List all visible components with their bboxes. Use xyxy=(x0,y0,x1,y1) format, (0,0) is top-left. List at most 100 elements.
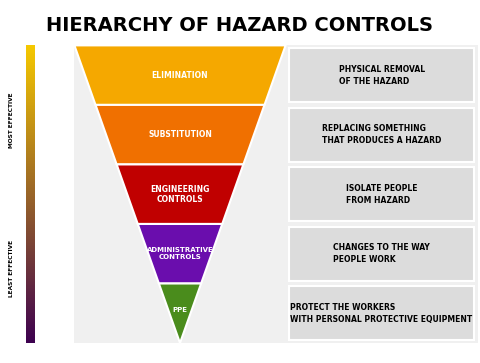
Text: ADMINISTRATIVE
CONTROLS: ADMINISTRATIVE CONTROLS xyxy=(146,247,214,260)
Bar xyxy=(26,90,35,91)
Bar xyxy=(26,50,35,51)
Bar xyxy=(26,297,35,298)
Bar xyxy=(26,108,35,109)
Bar xyxy=(26,248,35,249)
Bar xyxy=(26,166,35,167)
Bar xyxy=(26,144,35,145)
Bar xyxy=(26,121,35,123)
Bar xyxy=(26,263,35,264)
Bar xyxy=(26,285,35,286)
Bar xyxy=(26,286,35,288)
Bar xyxy=(26,94,35,96)
Bar xyxy=(26,111,35,113)
Bar xyxy=(26,221,35,223)
Bar xyxy=(26,223,35,224)
Bar xyxy=(289,227,474,281)
Bar xyxy=(26,154,35,155)
Bar xyxy=(26,203,35,205)
Bar xyxy=(26,69,35,71)
Bar xyxy=(26,273,35,274)
Bar xyxy=(26,114,35,115)
Bar xyxy=(26,281,35,282)
Bar xyxy=(26,202,35,203)
Bar xyxy=(26,264,35,266)
Bar xyxy=(26,191,35,193)
Bar xyxy=(26,129,35,130)
Bar xyxy=(26,230,35,232)
Bar xyxy=(26,185,35,187)
Bar xyxy=(26,270,35,272)
Bar xyxy=(74,45,478,343)
Bar xyxy=(26,48,35,50)
Bar xyxy=(26,205,35,206)
Bar xyxy=(26,228,35,230)
Bar xyxy=(26,237,35,239)
Bar xyxy=(26,224,35,225)
Bar xyxy=(26,266,35,267)
Bar xyxy=(26,162,35,163)
Bar xyxy=(26,150,35,151)
Bar xyxy=(26,279,35,281)
Bar xyxy=(26,293,35,294)
Text: REPLACING SOMETHING
THAT PRODUCES A HAZARD: REPLACING SOMETHING THAT PRODUCES A HAZA… xyxy=(322,124,441,145)
Bar xyxy=(26,339,35,340)
Bar xyxy=(26,303,35,304)
Bar xyxy=(26,236,35,237)
Bar xyxy=(26,304,35,306)
Bar xyxy=(26,215,35,216)
Bar xyxy=(26,327,35,328)
Bar xyxy=(26,56,35,57)
Bar xyxy=(26,145,35,147)
Bar xyxy=(26,335,35,337)
Bar xyxy=(26,139,35,140)
Bar xyxy=(26,234,35,236)
Bar xyxy=(26,96,35,98)
Bar xyxy=(26,239,35,240)
Bar xyxy=(26,209,35,211)
Bar xyxy=(26,284,35,285)
Bar xyxy=(26,206,35,208)
Bar xyxy=(26,79,35,81)
Bar xyxy=(26,190,35,191)
Bar xyxy=(26,65,35,66)
Bar xyxy=(26,170,35,172)
Bar xyxy=(26,313,35,315)
Text: ELIMINATION: ELIMINATION xyxy=(152,71,208,79)
Bar xyxy=(26,147,35,148)
Bar xyxy=(26,133,35,135)
Text: ISOLATE PEOPLE
FROM HAZARD: ISOLATE PEOPLE FROM HAZARD xyxy=(346,184,417,205)
Bar xyxy=(26,196,35,197)
Bar xyxy=(26,120,35,121)
Bar xyxy=(26,328,35,330)
Bar xyxy=(26,160,35,162)
Bar xyxy=(26,243,35,245)
Bar xyxy=(26,255,35,257)
Bar xyxy=(26,174,35,175)
Text: PHYSICAL REMOVAL
OF THE HAZARD: PHYSICAL REMOVAL OF THE HAZARD xyxy=(338,65,425,86)
Bar xyxy=(26,178,35,179)
Bar xyxy=(26,155,35,157)
Bar xyxy=(26,278,35,279)
Bar xyxy=(26,72,35,74)
Bar xyxy=(26,98,35,99)
Bar xyxy=(26,60,35,62)
Bar xyxy=(26,246,35,248)
Bar xyxy=(26,218,35,220)
Bar xyxy=(26,175,35,176)
Bar xyxy=(26,260,35,261)
Bar xyxy=(26,84,35,86)
Bar xyxy=(26,300,35,301)
Text: PROTECT THE WORKERS
WITH PERSONAL PROTECTIVE EQUIPMENT: PROTECT THE WORKERS WITH PERSONAL PROTEC… xyxy=(290,303,473,324)
Bar xyxy=(26,312,35,313)
Bar xyxy=(26,252,35,254)
Text: PPE: PPE xyxy=(172,307,188,313)
Bar xyxy=(26,289,35,291)
Bar xyxy=(26,157,35,159)
Bar xyxy=(26,225,35,227)
Polygon shape xyxy=(117,164,243,224)
Bar xyxy=(26,176,35,178)
Bar xyxy=(26,240,35,242)
Bar xyxy=(26,86,35,87)
Bar xyxy=(26,126,35,127)
Bar xyxy=(26,63,35,65)
